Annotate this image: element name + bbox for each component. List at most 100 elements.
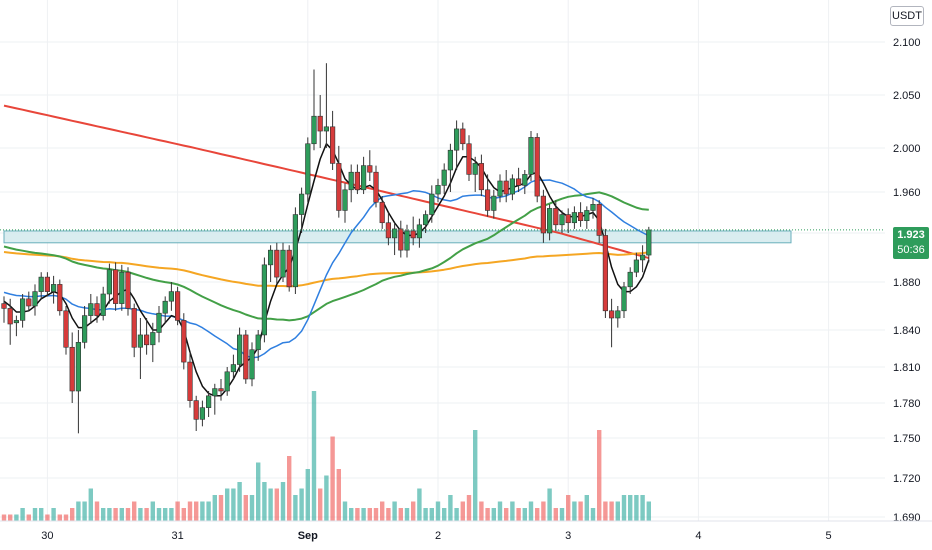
- candle-body: [292, 214, 299, 288]
- candle-body: [69, 346, 75, 392]
- volume-bar: [268, 488, 273, 521]
- price-axis[interactable]: 2.100 2.050 2.000 1.960 1.880 1.840 1.810 1.780…: [893, 37, 921, 524]
- candle-body: [559, 214, 565, 226]
- volume-bar: [113, 508, 118, 521]
- currency-badge[interactable]: USDT: [890, 6, 924, 26]
- candle-body: [528, 137, 534, 175]
- candle: [584, 206, 590, 229]
- candle-body: [373, 171, 379, 203]
- candle-body: [453, 128, 460, 151]
- volume-bar: [330, 436, 335, 521]
- candle-body: [267, 249, 274, 266]
- volume-bar: [51, 508, 56, 521]
- volume-bar: [26, 514, 31, 521]
- candle-body: [646, 229, 652, 256]
- candle-body: [249, 349, 255, 380]
- volume-bar: [380, 501, 385, 521]
- price-tick-label: 1.720: [893, 473, 921, 485]
- volume-bar: [417, 488, 422, 521]
- price-tick-label: 2.050: [893, 90, 921, 102]
- time-tick-label: 30: [41, 530, 53, 542]
- candle: [360, 156, 367, 195]
- candle: [292, 207, 299, 294]
- candle-body: [32, 291, 38, 307]
- candle-body: [522, 174, 528, 186]
- candle-body: [472, 163, 478, 175]
- candle-body: [82, 315, 88, 343]
- candle-body: [193, 400, 199, 420]
- volume-bar: [200, 501, 205, 521]
- price-tick-label: 1.810: [893, 362, 921, 374]
- volume-bar: [535, 508, 540, 521]
- candle-body: [329, 126, 336, 164]
- candle-body: [615, 310, 621, 319]
- volume-bar: [107, 508, 112, 521]
- candle-body: [584, 210, 590, 221]
- candle-body: [460, 128, 466, 145]
- candle-body: [57, 284, 63, 312]
- candle: [106, 263, 112, 304]
- time-axis[interactable]: 30 31 Sep 2 3 4 5: [0, 520, 932, 542]
- volume-bar: [392, 501, 397, 521]
- candle: [100, 286, 106, 321]
- candle: [391, 222, 398, 256]
- candle: [602, 228, 608, 318]
- volume-bar: [541, 501, 546, 521]
- candle: [540, 189, 546, 243]
- candle-body: [323, 126, 330, 132]
- candle-body: [565, 214, 571, 224]
- candle-body: [336, 163, 342, 211]
- bar-countdown: 50:36: [897, 244, 925, 256]
- volume-bar: [628, 495, 633, 521]
- resistance-zone[interactable]: [3, 230, 792, 244]
- candle-body: [410, 230, 416, 239]
- volume-bar: [138, 508, 143, 521]
- volume-bar: [566, 495, 571, 521]
- volume-bar: [249, 495, 255, 521]
- volume-bar: [231, 488, 236, 521]
- candle: [267, 245, 274, 282]
- volume-bar: [318, 488, 323, 521]
- candle-body: [181, 320, 187, 363]
- candle: [484, 174, 491, 217]
- candle-body: [255, 334, 261, 351]
- volume-bar: [57, 514, 62, 521]
- candles: [1, 63, 652, 434]
- candle-body: [416, 224, 423, 239]
- candle: [162, 296, 168, 323]
- candle: [491, 189, 497, 219]
- candle-body: [478, 163, 485, 191]
- candle: [119, 264, 125, 311]
- volume-bar: [448, 495, 453, 521]
- candle: [373, 165, 379, 208]
- candle-body: [621, 286, 627, 312]
- candle: [534, 133, 540, 203]
- candle: [336, 145, 342, 218]
- candle-body: [137, 334, 144, 348]
- candle-body: [212, 388, 218, 397]
- volume-bar: [8, 514, 13, 521]
- candle: [113, 262, 119, 311]
- candle: [615, 306, 621, 328]
- candle-body: [348, 171, 354, 191]
- volume-bar: [510, 501, 515, 521]
- volume-bar: [163, 508, 168, 521]
- volume-bar: [609, 501, 614, 521]
- candle-body: [63, 310, 69, 348]
- candle: [317, 95, 323, 148]
- candle: [627, 267, 633, 294]
- candle-body: [484, 189, 491, 211]
- volume-bar: [640, 495, 645, 521]
- candle-body: [317, 115, 323, 132]
- candle-body: [404, 230, 410, 251]
- volume-bar: [355, 508, 360, 521]
- candle-body: [627, 271, 633, 288]
- candle-body: [44, 276, 50, 292]
- volume-bar: [522, 508, 527, 521]
- volume-bar: [442, 508, 447, 521]
- volume-bar: [88, 488, 93, 521]
- candle: [323, 63, 330, 148]
- candle: [274, 242, 280, 285]
- candle-body: [590, 204, 596, 211]
